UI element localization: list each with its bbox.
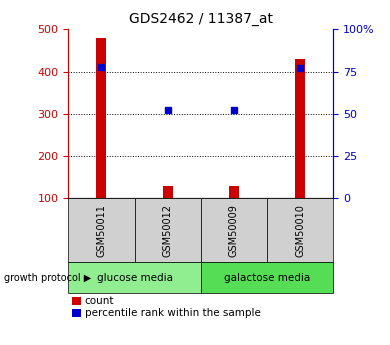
Text: GSM50012: GSM50012 — [163, 204, 173, 257]
Bar — [295, 59, 305, 198]
Text: GSM50010: GSM50010 — [295, 204, 305, 257]
Bar — [163, 186, 173, 198]
Text: GSM50011: GSM50011 — [96, 204, 106, 257]
Text: glucose media: glucose media — [97, 273, 172, 283]
Text: percentile rank within the sample: percentile rank within the sample — [85, 308, 261, 318]
Text: galactose media: galactose media — [224, 273, 310, 283]
Bar — [96, 38, 106, 198]
Text: growth protocol ▶: growth protocol ▶ — [4, 273, 91, 283]
Title: GDS2462 / 11387_at: GDS2462 / 11387_at — [129, 11, 273, 26]
Text: GSM50009: GSM50009 — [229, 204, 239, 257]
Text: count: count — [85, 296, 114, 306]
Bar — [229, 186, 239, 198]
